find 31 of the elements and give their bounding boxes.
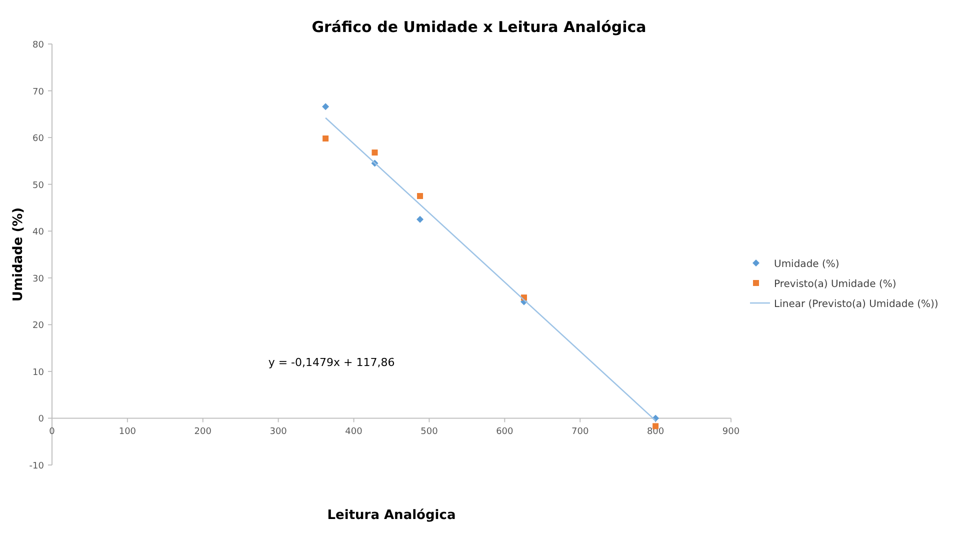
y-tick-label: 40 [32, 228, 44, 238]
x-tick-label: 700 [572, 427, 589, 438]
y-tick-label: 20 [32, 321, 44, 332]
x-tick-label: 300 [270, 427, 288, 438]
y-tick-label: 60 [32, 134, 44, 144]
legend-label: Previsto(a) Umidade (%) [774, 279, 896, 290]
point [372, 150, 378, 156]
point [322, 103, 330, 110]
point [416, 216, 424, 223]
annotation: y = -0,1479x + 117,86 [268, 356, 395, 370]
legend-label: Linear (Previsto(a) Umidade (%)) [774, 299, 938, 310]
x-tick-label: 600 [496, 427, 514, 438]
y-tick-label: 10 [32, 368, 44, 378]
x-axis-title: Leitura Analógica [327, 508, 456, 523]
y-tick-label: 30 [32, 274, 44, 284]
y-axis-title: Umidade (%) [11, 207, 26, 302]
x-tick-label: 400 [345, 427, 363, 438]
point [322, 135, 329, 142]
y-tick-label: 80 [32, 40, 44, 50]
y-tick-label: 70 [32, 87, 44, 98]
y-tick-label: -10 [29, 462, 44, 472]
y-tick-label: 50 [32, 180, 44, 191]
chart-title: Gráfico de Umidade x Leitura Analógica [312, 18, 646, 36]
x-tick-label: 100 [118, 427, 136, 438]
point [417, 193, 424, 200]
x-tick-label: 0 [49, 427, 56, 438]
legend-label: Umidade (%) [774, 259, 840, 270]
x-tick-label: 200 [194, 427, 212, 438]
x-tick-label: 500 [420, 427, 438, 438]
y-tick-label: 0 [38, 414, 44, 425]
x-tick-label: 900 [722, 427, 740, 438]
